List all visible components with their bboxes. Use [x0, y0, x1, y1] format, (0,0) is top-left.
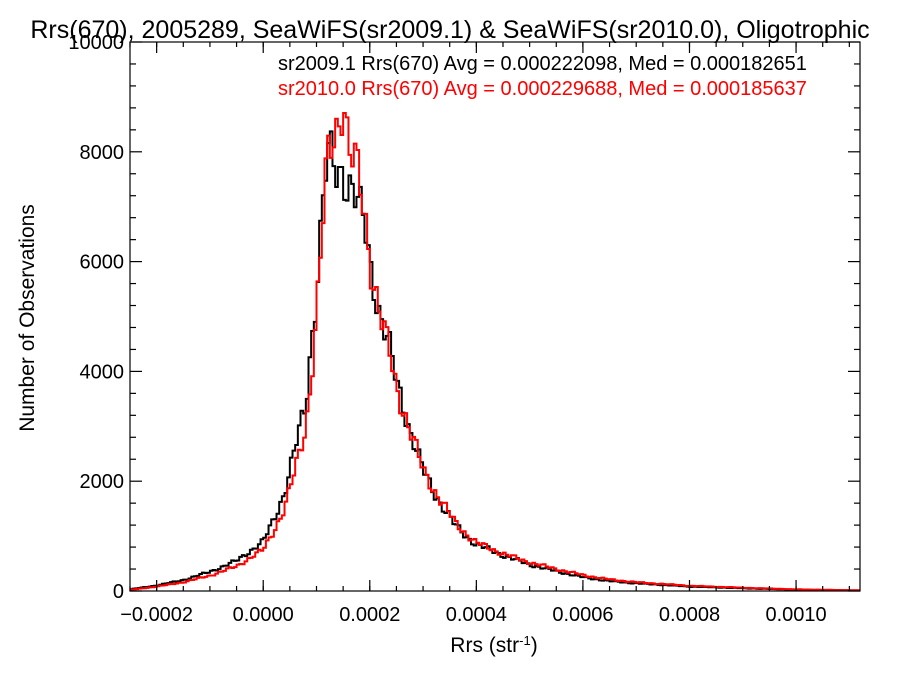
y-tick-label: 0 [113, 581, 124, 603]
x-axis-label-main: Rrs (str [450, 634, 519, 657]
y-tick-label: 8000 [80, 142, 125, 164]
x-tick-label: 0.0006 [552, 604, 613, 626]
x-tick-label: 0.0008 [659, 604, 720, 626]
y-tick-label: 2000 [80, 471, 125, 493]
x-tick-label: 0.0002 [339, 604, 400, 626]
x-tick-label: −0.0002 [120, 604, 193, 626]
series-sr2010.0 [130, 111, 860, 592]
y-axis-label: Number of Observations [16, 204, 39, 432]
x-axis-label: Rrs (str-1) [450, 633, 537, 658]
series-sr2009.1 [130, 130, 860, 592]
x-tick-label: 0.0004 [446, 604, 507, 626]
y-tick-label: 10000 [68, 32, 124, 54]
x-axis-label-close: ) [531, 634, 538, 657]
annotation-sr2010: sr2010.0 Rrs(670) Avg = 0.000229688, Med… [278, 78, 807, 100]
x-tick-label: 0.0000 [233, 604, 294, 626]
series-layer [130, 111, 860, 592]
annotation-sr2009: sr2009.1 Rrs(670) Avg = 0.000222098, Med… [278, 53, 807, 75]
x-axis-label-superscript: -1 [519, 633, 531, 648]
y-tick-label: 6000 [80, 252, 125, 274]
plot-frame [129, 41, 861, 592]
chart-title: Rrs(670), 2005289, SeaWiFS(sr2009.1) & S… [30, 16, 869, 44]
x-tick-label: 0.0010 [765, 604, 826, 626]
tick-layer: −0.0002 0.0000 0.0002 0.0004 0.0006 0.0008 0.0… [68, 32, 860, 626]
y-tick-label: 4000 [80, 361, 125, 383]
